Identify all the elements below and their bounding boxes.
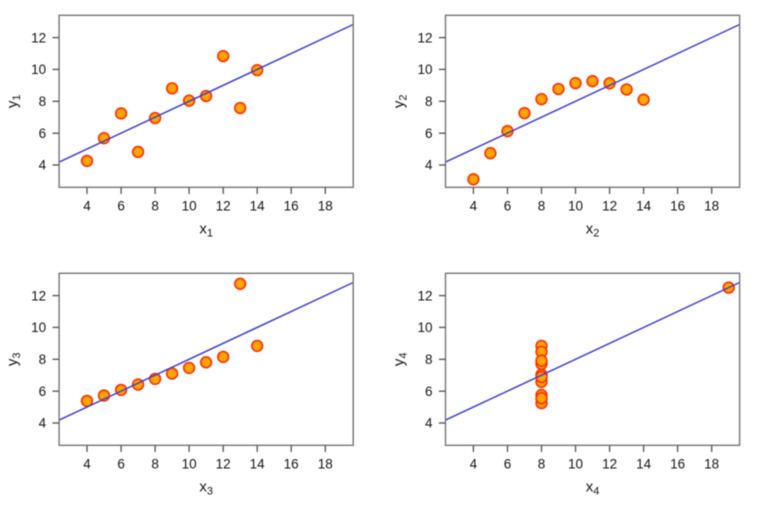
svg-text:4: 4 — [83, 199, 91, 214]
svg-text:6: 6 — [117, 199, 125, 214]
svg-text:4: 4 — [425, 158, 433, 173]
svg-text:4: 4 — [39, 158, 47, 173]
svg-text:10: 10 — [568, 199, 583, 214]
svg-text:10: 10 — [31, 62, 46, 77]
svg-text:10: 10 — [568, 457, 583, 472]
svg-text:4: 4 — [470, 199, 478, 214]
svg-text:16: 16 — [284, 457, 299, 472]
svg-text:18: 18 — [704, 457, 719, 472]
svg-text:6: 6 — [39, 126, 47, 141]
svg-text:8: 8 — [151, 199, 159, 214]
svg-text:12: 12 — [417, 288, 432, 303]
svg-text:10: 10 — [417, 62, 432, 77]
svg-text:6: 6 — [425, 126, 433, 141]
svg-text:12: 12 — [31, 288, 46, 303]
svg-text:18: 18 — [318, 199, 333, 214]
svg-text:18: 18 — [704, 199, 719, 214]
svg-text:14: 14 — [636, 199, 652, 214]
svg-text:8: 8 — [151, 457, 159, 472]
svg-text:6: 6 — [504, 199, 512, 214]
svg-text:4: 4 — [470, 457, 478, 472]
svg-text:8: 8 — [39, 94, 47, 109]
svg-text:16: 16 — [670, 199, 685, 214]
svg-text:14: 14 — [250, 457, 266, 472]
svg-text:8: 8 — [425, 352, 433, 367]
svg-text:12: 12 — [417, 30, 432, 45]
svg-text:10: 10 — [31, 320, 46, 335]
svg-text:18: 18 — [318, 457, 333, 472]
svg-text:10: 10 — [182, 199, 197, 214]
svg-text:6: 6 — [39, 384, 47, 399]
svg-text:8: 8 — [39, 352, 47, 367]
svg-text:4: 4 — [83, 457, 91, 472]
svg-text:10: 10 — [417, 320, 432, 335]
svg-text:12: 12 — [602, 457, 617, 472]
svg-text:12: 12 — [602, 199, 617, 214]
svg-text:16: 16 — [284, 199, 299, 214]
svg-text:14: 14 — [636, 457, 652, 472]
svg-text:12: 12 — [216, 457, 231, 472]
svg-text:6: 6 — [117, 457, 125, 472]
svg-text:12: 12 — [216, 199, 231, 214]
svg-text:6: 6 — [425, 384, 433, 399]
svg-text:6: 6 — [504, 457, 512, 472]
svg-text:10: 10 — [182, 457, 197, 472]
svg-text:4: 4 — [39, 416, 47, 431]
svg-text:8: 8 — [425, 94, 433, 109]
svg-text:12: 12 — [31, 30, 46, 45]
svg-text:14: 14 — [250, 199, 266, 214]
svg-text:4: 4 — [425, 416, 433, 431]
svg-text:8: 8 — [538, 457, 546, 472]
svg-text:8: 8 — [538, 199, 546, 214]
svg-text:16: 16 — [670, 457, 685, 472]
